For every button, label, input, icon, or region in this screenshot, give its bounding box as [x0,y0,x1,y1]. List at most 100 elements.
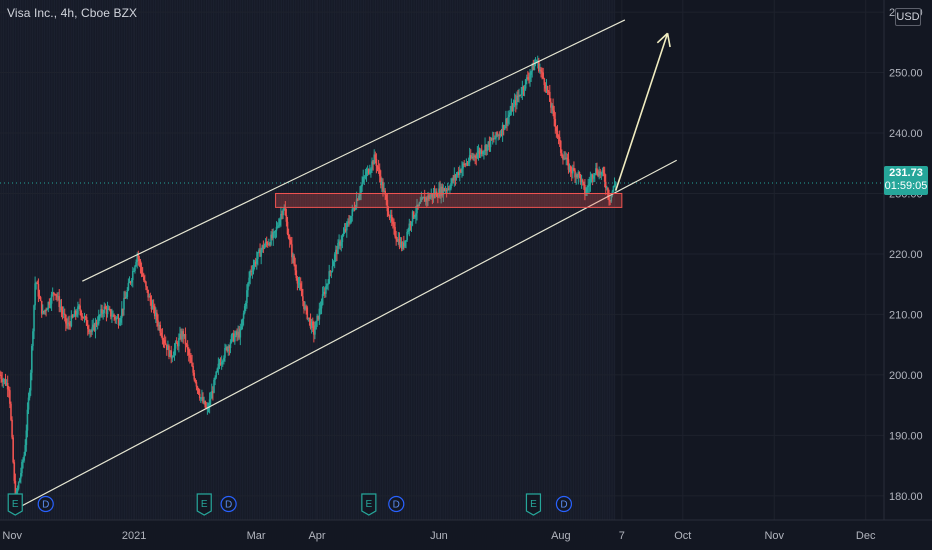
candle-down [428,195,430,199]
candle-up [565,157,568,160]
candle-up [404,240,406,247]
candle-down [541,71,543,73]
candle-up [240,326,243,329]
dividend-marker-label: D [42,500,49,511]
candle-down [437,196,439,198]
candle-down [271,234,273,239]
candle-up [123,297,125,310]
candle-up [280,213,282,220]
candle-up [208,399,211,408]
candle-down [65,314,67,324]
candle-down [543,78,546,86]
candle-up [304,306,306,310]
candle-up [72,316,75,318]
candle-up [497,134,500,136]
earnings-marker[interactable] [361,493,377,516]
candle-up [373,154,376,165]
dividend-marker[interactable] [37,495,54,513]
candle-up [486,144,489,151]
candle-down [284,208,287,216]
candle-up [268,243,270,245]
candle-down [309,318,312,328]
candle-down [417,204,419,206]
earnings-marker[interactable] [7,493,23,516]
candle-down [445,189,448,191]
candle-down [581,179,584,182]
candle-down [452,178,455,181]
candle-up [34,283,36,306]
candle-up [606,187,608,189]
candle-down [527,77,529,79]
price-tick-label: 240.00 [889,128,923,140]
earnings-marker[interactable] [525,493,542,516]
candle-up [203,400,205,403]
candle-up [89,331,91,333]
candle-down [176,343,179,347]
projection-arrow-head [666,33,671,48]
candle-down [378,169,381,177]
candle-down [190,357,192,363]
earnings-marker[interactable] [196,493,212,516]
candle-up [370,168,372,172]
candle-down [317,315,320,320]
currency-badge[interactable]: USD [895,8,921,26]
dividend-marker[interactable] [220,495,237,513]
candle-up [258,249,260,253]
candle-up [172,355,175,358]
candle-up [158,324,160,326]
candle-up [298,283,301,285]
candle-down [291,244,293,258]
candle-up [610,195,613,202]
candle-down [570,171,573,174]
time-axis-panel[interactable] [0,520,932,550]
candle-down [475,157,478,159]
candle-up [512,104,515,112]
last-price-tag: 231.73 01:59:05 [884,166,928,195]
candle-down [303,301,305,310]
candle-down [296,277,299,284]
candle-down [547,91,550,93]
candle-up [337,242,339,255]
candle-up [242,313,245,319]
candle-down [472,156,474,158]
candle-up [234,335,236,342]
candle-down [377,167,380,170]
candle-up [408,223,411,232]
candle-up [321,294,324,305]
annotations[interactable] [11,19,677,512]
candle-up [422,197,425,199]
candle-up [210,391,213,399]
candle-down [285,215,288,222]
time-tick-label: Apr [308,530,325,542]
candle-up [17,482,20,489]
candle-down [147,289,149,298]
candle-down [569,165,572,172]
price-axis-panel[interactable] [884,0,932,520]
channel-upper-line [82,19,626,282]
candle-down [262,245,265,249]
candle-down [464,164,467,166]
candle-up [119,318,122,323]
candle-up [415,213,417,217]
candle-down [348,221,350,223]
candle-down [567,159,570,170]
candle-up [231,333,234,336]
candle-up [125,296,127,299]
candle-down [170,350,172,359]
candle-up [50,294,53,304]
candle-down [552,105,554,111]
candle-down [202,397,204,403]
candle-up [135,262,137,267]
candle-up [272,232,275,239]
candle-down [117,317,120,326]
candle-down [578,172,581,175]
dividend-marker-label: D [560,500,567,511]
candle-up [399,241,402,247]
candle-down [435,191,438,197]
dividend-marker[interactable] [555,495,573,513]
candle-up [49,303,52,305]
candle-down [152,305,155,307]
dividend-marker[interactable] [388,495,405,513]
